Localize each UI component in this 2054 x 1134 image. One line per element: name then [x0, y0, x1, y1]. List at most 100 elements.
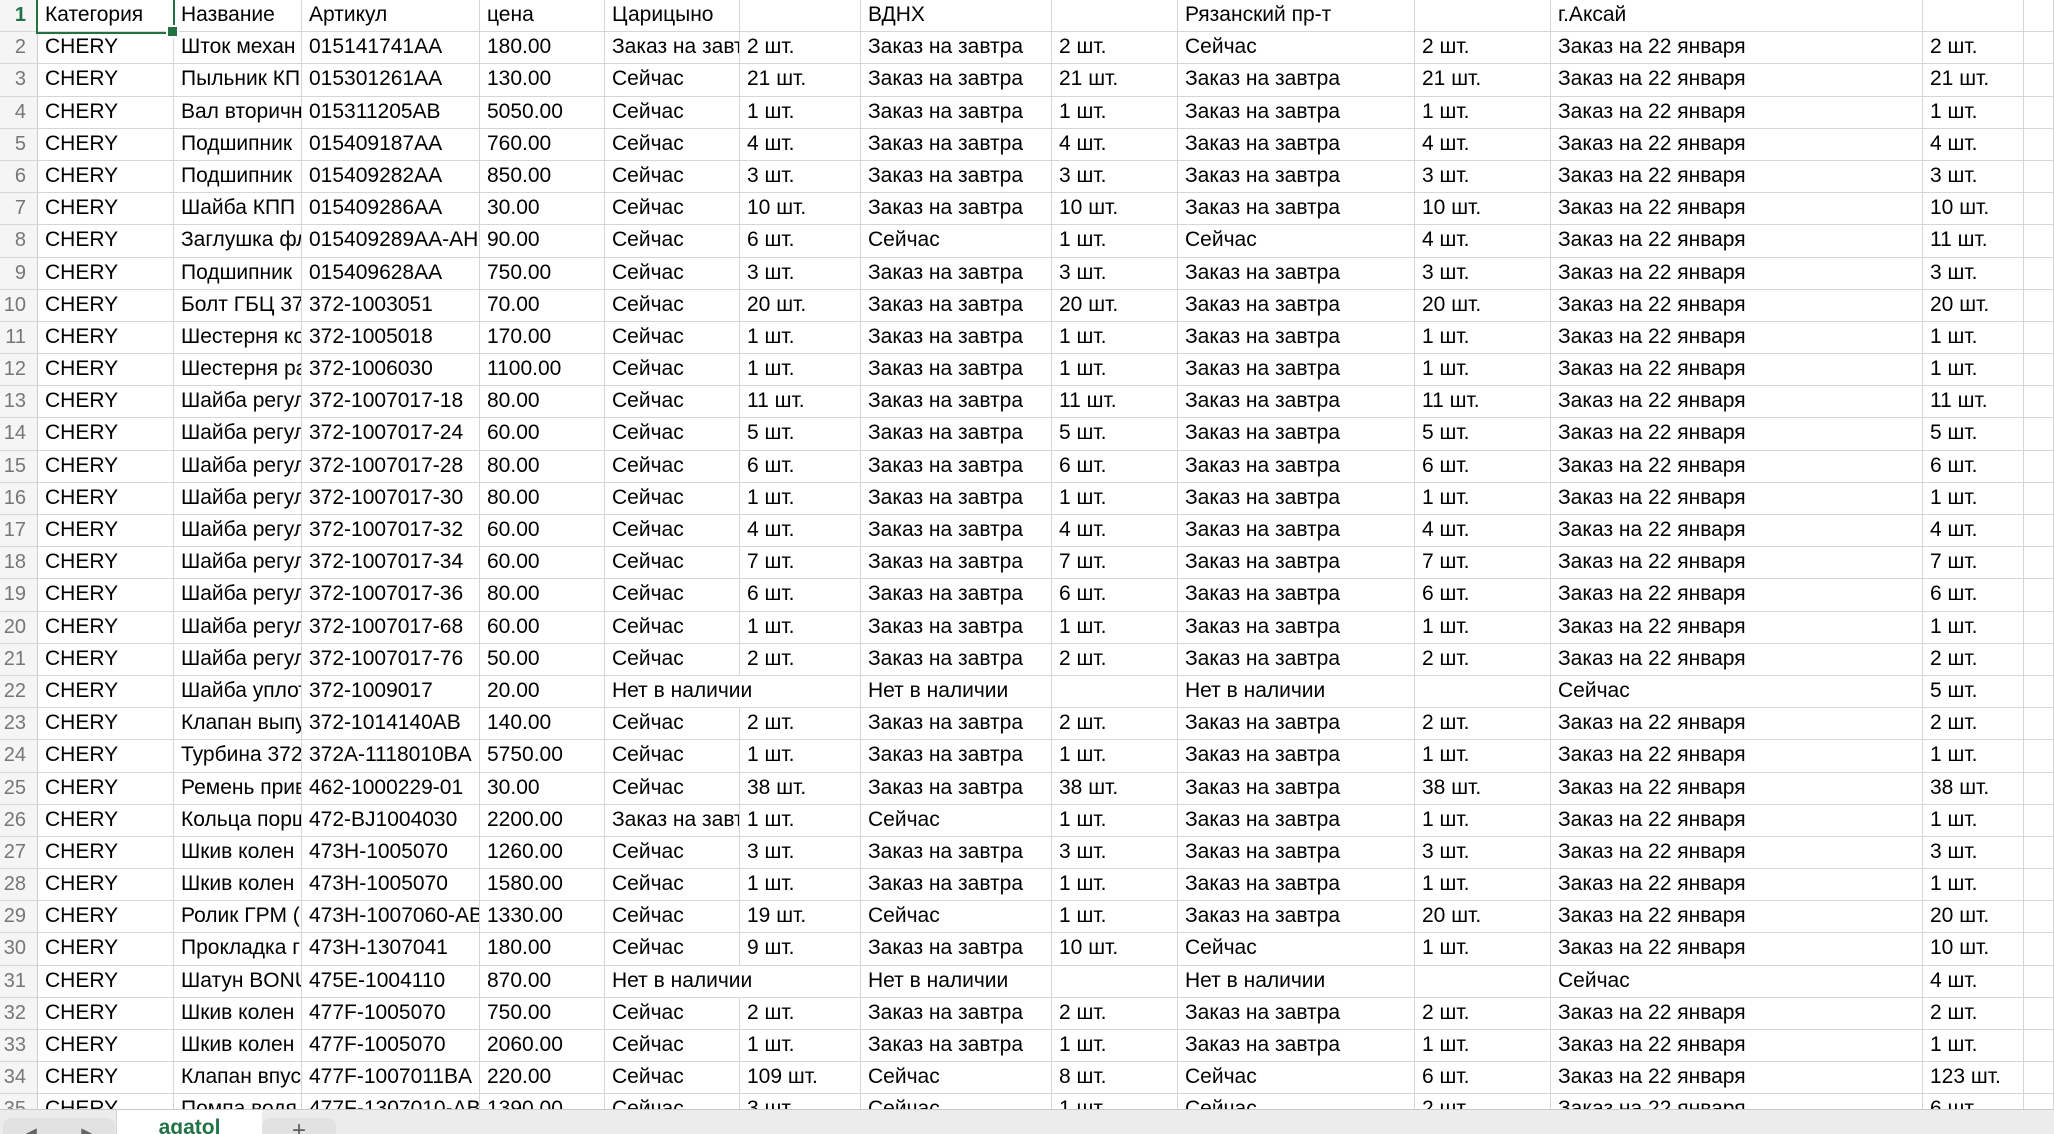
cell-E8[interactable]: Сейчас [605, 225, 740, 258]
cell-K10[interactable]: Заказ на 22 января [1551, 289, 1923, 322]
cell-C6[interactable]: 015409282AA [302, 160, 480, 194]
cell-I19[interactable]: Заказ на завтра [1178, 579, 1415, 612]
cell-M18[interactable] [2024, 547, 2054, 580]
row-header-12[interactable]: 12 [0, 354, 38, 387]
cell-H3[interactable]: 21 шт. [1052, 64, 1178, 97]
cell-J18[interactable]: 7 шт. [1415, 547, 1551, 580]
cell-D30[interactable]: 180.00 [480, 933, 605, 966]
cell-F3[interactable]: 21 шт. [740, 64, 861, 97]
cell-A7[interactable]: CHERY [38, 193, 174, 226]
cell-K14[interactable]: Заказ на 22 января [1551, 418, 1923, 451]
cell-B33[interactable]: Шкив колен [174, 1030, 302, 1063]
cell-B16[interactable]: Шайба регул [174, 482, 302, 515]
cell-B9[interactable]: Подшипник [174, 257, 302, 290]
cell-G33[interactable]: Заказ на завтра [861, 1030, 1052, 1063]
cell-A29[interactable]: CHERY [38, 901, 174, 934]
row-header-5[interactable]: 5 [0, 128, 38, 161]
row-header-33[interactable]: 33 [0, 1030, 38, 1063]
cell-E11[interactable]: Сейчас [605, 321, 740, 355]
cell-K26[interactable]: Заказ на 22 января [1551, 804, 1923, 837]
cell-C10[interactable]: 372-1003051 [302, 289, 480, 322]
cell-H25[interactable]: 38 шт. [1052, 772, 1178, 805]
cell-G9[interactable]: Заказ на завтра [861, 257, 1052, 290]
cell-E17[interactable]: Сейчас [605, 515, 740, 548]
cell-L19[interactable]: 6 шт. [1923, 579, 2024, 612]
cell-G12[interactable]: Заказ на завтра [861, 354, 1052, 387]
cell-F13[interactable]: 11 шт. [740, 386, 861, 419]
cell-G27[interactable]: Заказ на завтра [861, 836, 1052, 870]
cell-C3[interactable]: 015301261AA [302, 64, 480, 97]
cell-G3[interactable]: Заказ на завтра [861, 64, 1052, 97]
cell-C7[interactable]: 015409286AA [302, 193, 480, 226]
cell-K31[interactable]: Сейчас [1551, 965, 1923, 998]
cell-B14[interactable]: Шайба регул [174, 418, 302, 451]
cell-L26[interactable]: 1 шт. [1923, 804, 2024, 837]
cell-B28[interactable]: Шкив колен [174, 869, 302, 902]
cell-M32[interactable] [2024, 997, 2054, 1030]
cell-M23[interactable] [2024, 708, 2054, 741]
row-header-29[interactable]: 29 [0, 901, 38, 934]
cell-A26[interactable]: CHERY [38, 804, 174, 837]
cell-E32[interactable]: Сейчас [605, 997, 740, 1030]
cell-D27[interactable]: 1260.00 [480, 836, 605, 870]
cell-A18[interactable]: CHERY [38, 547, 174, 580]
cell-E12[interactable]: Сейчас [605, 354, 740, 387]
cell-G10[interactable]: Заказ на завтра [861, 289, 1052, 322]
cell-J23[interactable]: 2 шт. [1415, 708, 1551, 741]
cell-J22[interactable] [1415, 675, 1551, 709]
cell-H9[interactable]: 3 шт. [1052, 257, 1178, 290]
cell-J12[interactable]: 1 шт. [1415, 354, 1551, 387]
cell-E10[interactable]: Сейчас [605, 289, 740, 322]
cell-J25[interactable]: 38 шт. [1415, 772, 1551, 805]
row-header-8[interactable]: 8 [0, 225, 38, 258]
cell-E27[interactable]: Сейчас [605, 836, 740, 870]
cell-D5[interactable]: 760.00 [480, 128, 605, 161]
cell-D19[interactable]: 80.00 [480, 579, 605, 612]
cell-I33[interactable]: Заказ на завтра [1178, 1030, 1415, 1063]
cell-B6[interactable]: Подшипник [174, 160, 302, 194]
cell-D16[interactable]: 80.00 [480, 482, 605, 515]
cell-F20[interactable]: 1 шт. [740, 611, 861, 644]
cell-A8[interactable]: CHERY [38, 225, 174, 258]
cell-B5[interactable]: Подшипник [174, 128, 302, 161]
cell-G32[interactable]: Заказ на завтра [861, 997, 1052, 1030]
cell-I6[interactable]: Заказ на завтра [1178, 160, 1415, 194]
cell-M3[interactable] [2024, 64, 2054, 97]
cell-A17[interactable]: CHERY [38, 515, 174, 548]
cell-L6[interactable]: 3 шт. [1923, 160, 2024, 194]
row-header-21[interactable]: 21 [0, 643, 38, 676]
row-header-31[interactable]: 31 [0, 965, 38, 998]
cell-G11[interactable]: Заказ на завтра [861, 321, 1052, 355]
cell-L31[interactable]: 4 шт. [1923, 965, 2024, 998]
cell-F29[interactable]: 19 шт. [740, 901, 861, 934]
cell-L10[interactable]: 20 шт. [1923, 289, 2024, 322]
cell-E9[interactable]: Сейчас [605, 257, 740, 290]
cell-G19[interactable]: Заказ на завтра [861, 579, 1052, 612]
cell-A21[interactable]: CHERY [38, 643, 174, 676]
cell-I28[interactable]: Заказ на завтра [1178, 869, 1415, 902]
cell-C16[interactable]: 372-1007017-30 [302, 482, 480, 515]
cell-A19[interactable]: CHERY [38, 579, 174, 612]
cell-A25[interactable]: CHERY [38, 772, 174, 805]
cell-M8[interactable] [2024, 225, 2054, 258]
cell-M9[interactable] [2024, 257, 2054, 290]
cell-H20[interactable]: 1 шт. [1052, 611, 1178, 644]
cell-B18[interactable]: Шайба регул [174, 547, 302, 580]
cell-M31[interactable] [2024, 965, 2054, 998]
cell-D31[interactable]: 870.00 [480, 965, 605, 998]
cell-G22[interactable]: Нет в наличии [861, 675, 1052, 709]
cell-B29[interactable]: Ролик ГРМ ( [174, 901, 302, 934]
cell-J28[interactable]: 1 шт. [1415, 869, 1551, 902]
cell-B15[interactable]: Шайба регул [174, 450, 302, 483]
cell-F24[interactable]: 1 шт. [740, 740, 861, 773]
cell-L29[interactable]: 20 шт. [1923, 901, 2024, 934]
cell-D10[interactable]: 70.00 [480, 289, 605, 322]
row-header-11[interactable]: 11 [0, 321, 38, 355]
cell-M14[interactable] [2024, 418, 2054, 451]
cell-E31[interactable]: Нет в наличии [605, 966, 752, 998]
cell-J7[interactable]: 10 шт. [1415, 193, 1551, 226]
cell-E28[interactable]: Сейчас [605, 869, 740, 902]
cell-K8[interactable]: Заказ на 22 января [1551, 225, 1923, 258]
cell-E5[interactable]: Сейчас [605, 128, 740, 161]
cell-A20[interactable]: CHERY [38, 611, 174, 644]
